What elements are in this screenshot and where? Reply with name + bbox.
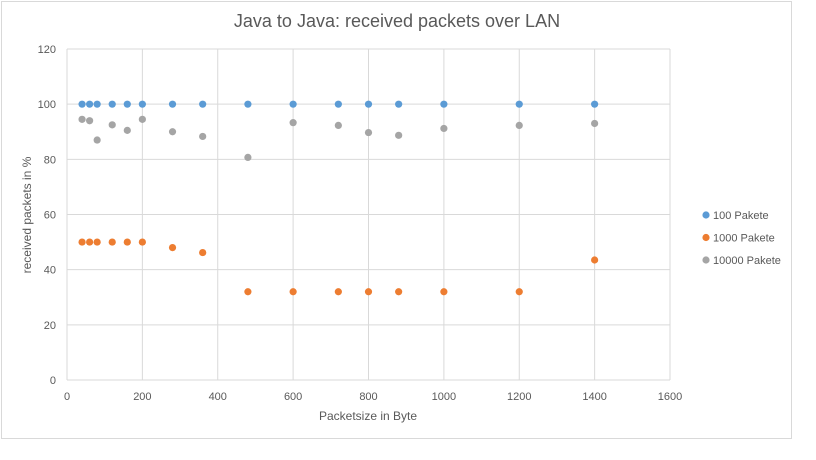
data-point: [440, 100, 448, 108]
data-point: [78, 115, 86, 123]
y-axis-label: received packets in %: [20, 156, 34, 273]
data-point: [334, 121, 342, 130]
data-point: [334, 288, 342, 296]
data-point: [591, 100, 599, 108]
data-point: [395, 131, 403, 139]
x-tick-label: 1400: [582, 391, 606, 403]
data-point: [440, 288, 448, 296]
chart-frame: [1, 1, 792, 439]
data-point: [244, 288, 252, 296]
y-tick-label: 20: [44, 320, 56, 332]
legend: 100 Pakete 1000 Pakete 10000 Pakete: [702, 210, 781, 267]
data-point: [364, 100, 373, 108]
data-point: [86, 100, 94, 108]
x-tick-label: 200: [133, 391, 151, 403]
data-point: [78, 238, 86, 246]
legend-label: 100 Pakete: [713, 210, 769, 222]
data-point: [93, 238, 101, 246]
x-tick-label: 0: [64, 391, 70, 403]
data-point: [138, 238, 146, 246]
data-point: [168, 100, 177, 108]
legend-marker: [702, 256, 710, 264]
data-point: [364, 128, 373, 137]
x-tick-label: 600: [284, 391, 302, 403]
data-point: [395, 288, 403, 296]
data-point: [364, 288, 373, 296]
data-point: [515, 100, 523, 108]
y-tick-label: 120: [38, 44, 56, 56]
data-point: [123, 126, 131, 134]
data-point: [515, 121, 523, 130]
data-point: [591, 256, 599, 264]
legend-marker: [702, 211, 710, 219]
data-point: [168, 128, 177, 136]
data-point: [440, 124, 448, 133]
data-point: [289, 119, 297, 127]
data-point: [244, 100, 252, 108]
data-point: [199, 248, 207, 257]
data-point: [86, 117, 94, 125]
data-point: [168, 244, 177, 252]
data-point: [108, 100, 116, 108]
data-point: [591, 119, 599, 128]
data-point: [123, 100, 131, 108]
points-layer: [78, 100, 599, 296]
data-point: [199, 100, 207, 108]
data-point: [199, 132, 207, 141]
x-tick-label: 1200: [507, 391, 531, 403]
y-tick-label: 60: [44, 210, 56, 222]
data-point: [93, 136, 101, 144]
x-axis-label: Packetsize in Byte: [319, 409, 417, 423]
y-tick-label: 80: [44, 154, 56, 166]
data-point: [289, 100, 297, 108]
legend-label: 1000 Pakete: [713, 233, 775, 245]
y-tick-label: 40: [44, 265, 56, 277]
x-tick-label: 800: [359, 391, 377, 403]
data-point: [93, 100, 101, 108]
data-point: [138, 100, 146, 108]
x-tick-label: 400: [209, 391, 227, 403]
legend-label: 10000 Pakete: [713, 255, 781, 267]
data-point: [244, 153, 252, 162]
data-point: [108, 238, 116, 246]
chart-title: Java to Java: received packets over LAN: [234, 11, 560, 31]
x-tick-label: 1000: [432, 391, 456, 403]
y-tick-label: 100: [38, 99, 56, 111]
data-point: [78, 100, 86, 108]
data-point: [289, 288, 297, 296]
x-tick-label: 1600: [658, 391, 682, 403]
legend-marker: [702, 233, 710, 242]
data-point: [395, 100, 403, 108]
data-point: [138, 115, 146, 123]
data-point: [86, 238, 94, 246]
data-point: [108, 121, 116, 129]
grid-layer: [67, 48, 671, 380]
y-tick-label: 0: [50, 375, 56, 387]
data-point: [334, 100, 342, 108]
data-point: [123, 238, 131, 246]
data-point: [515, 288, 523, 296]
